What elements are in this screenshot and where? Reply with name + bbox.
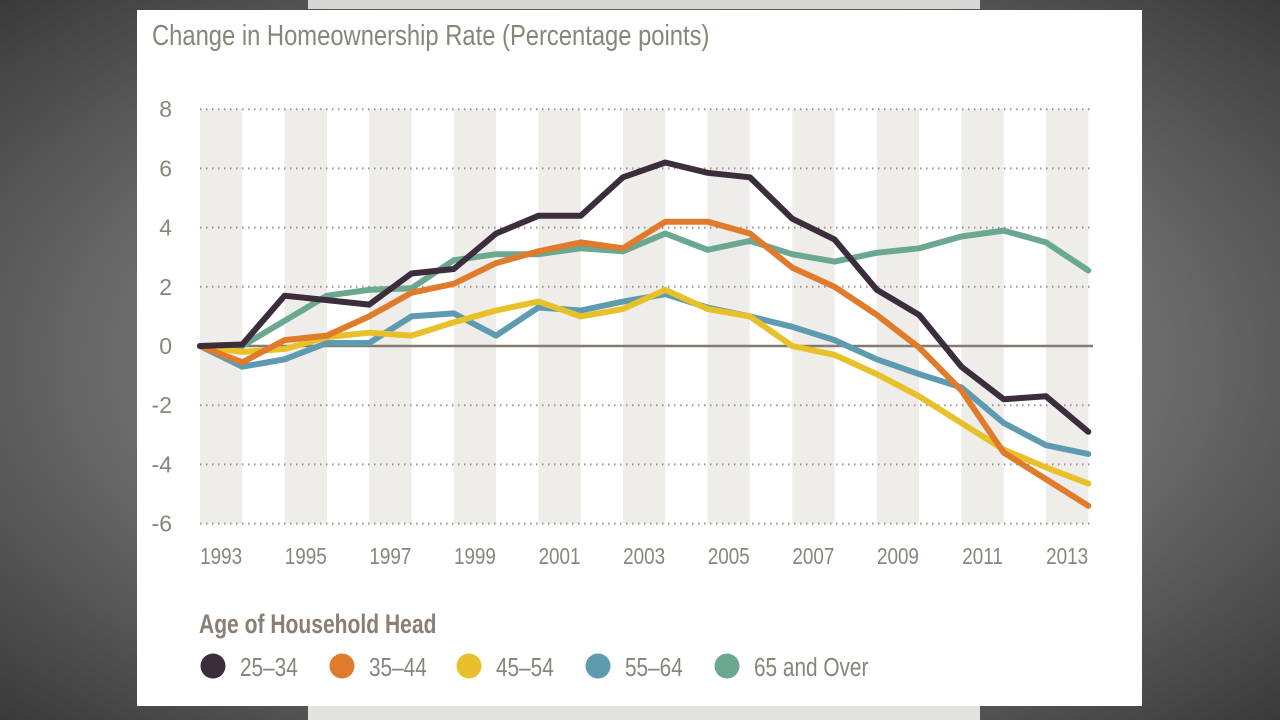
legend-swatch	[585, 653, 611, 679]
series-line-25-34	[197, 159, 1092, 435]
x-tick-label: 1997	[369, 544, 411, 569]
x-tick-label: 1993	[200, 544, 242, 569]
legend-swatch	[456, 653, 482, 679]
year-band	[1046, 109, 1089, 524]
y-tick-label: 4	[159, 215, 172, 241]
legend-swatch	[200, 653, 226, 679]
chart-title: Change in Homeownership Rate (Percentage…	[152, 19, 709, 52]
legend-swatch	[714, 653, 740, 679]
legend-label: 35–44	[369, 653, 427, 682]
legend-label: 65 and Over	[754, 653, 869, 682]
y-tick-label: 6	[159, 155, 172, 181]
year-band	[792, 109, 835, 524]
y-tick-label: -6	[152, 511, 172, 537]
series-line-35-44	[197, 218, 1092, 509]
series-line-65-and-over	[197, 227, 1092, 349]
x-tick-label: 2013	[1046, 544, 1088, 569]
year-band	[369, 109, 412, 524]
x-tick-label: 2007	[792, 544, 834, 569]
year-band	[623, 109, 666, 524]
year-band	[200, 109, 243, 524]
x-tick-label: 2001	[539, 544, 581, 569]
legend: 25–34 35–44 45–54 55–64 65 and Over	[200, 653, 869, 682]
series-line-45-54	[197, 286, 1092, 487]
legend-label: 25–34	[240, 653, 298, 682]
y-tick-label: 0	[159, 333, 172, 359]
legend-label: 55–64	[625, 653, 683, 682]
year-band	[876, 109, 920, 524]
y-axis-ticks: 8 6 4 2 0 -2 -4 -6	[152, 96, 173, 536]
y-tick-label: -2	[152, 392, 172, 418]
legend-swatch	[329, 653, 355, 679]
y-tick-label: 2	[159, 274, 172, 300]
series-lines	[197, 159, 1092, 509]
x-tick-label: 1995	[285, 544, 327, 569]
legend-label: 45–54	[496, 653, 554, 682]
y-tick-label: 8	[159, 96, 172, 122]
y-tick-label: -4	[152, 451, 173, 477]
x-tick-label: 2005	[708, 544, 750, 569]
x-tick-label: 1999	[454, 544, 496, 569]
legend-title: Age of Household Head	[199, 610, 436, 640]
x-tick-label: 2003	[623, 544, 665, 569]
x-tick-label: 2009	[877, 544, 919, 569]
background-paper-strip-top	[308, 0, 980, 9]
x-axis-ticks: 1993 1995 1997 1999 2001 2003 2005 2007 2009 2011…	[200, 544, 1088, 569]
x-tick-label: 2011	[962, 544, 1003, 569]
background-paper-strip-bottom	[308, 704, 980, 720]
year-band	[961, 109, 1004, 524]
